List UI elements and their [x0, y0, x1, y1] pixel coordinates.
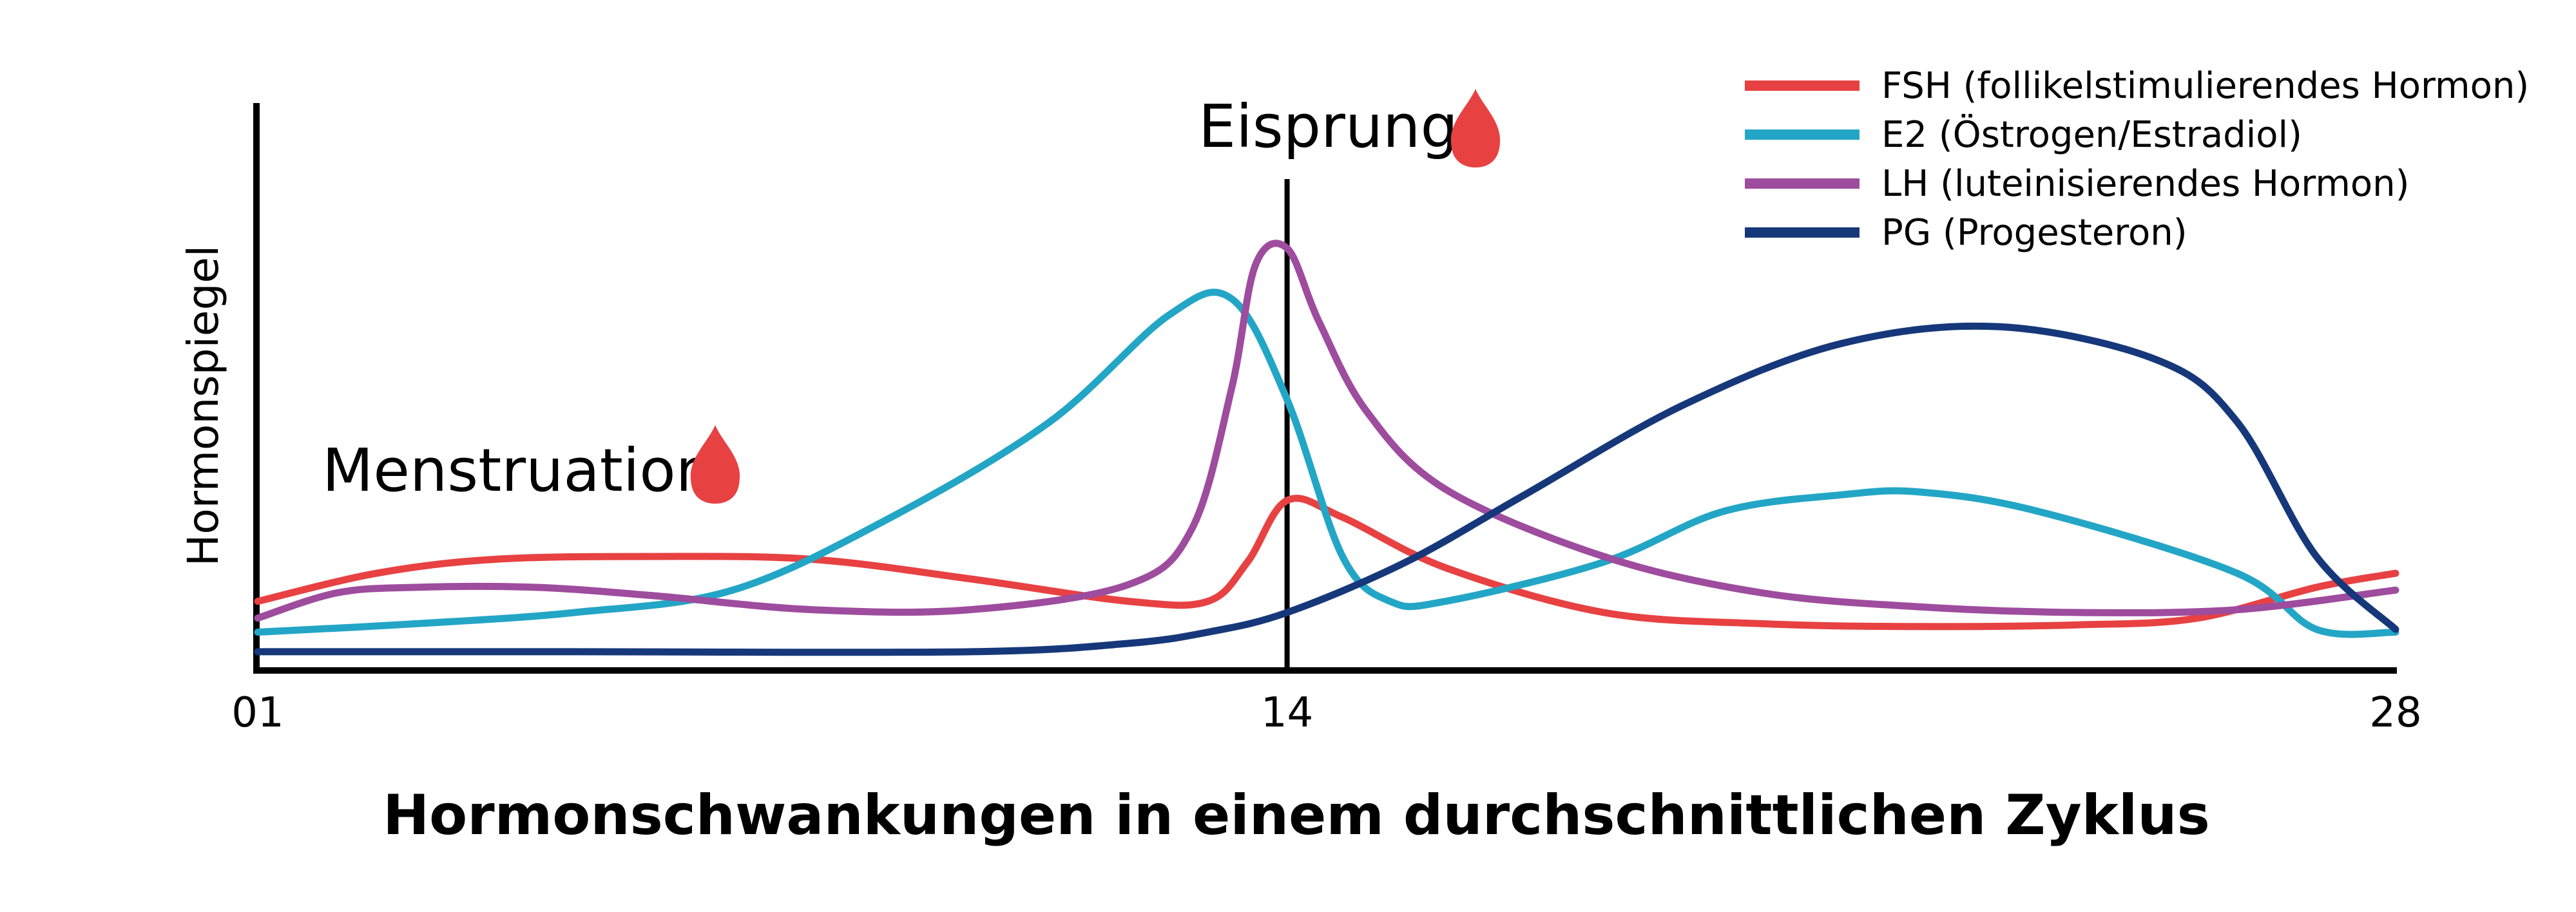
series-line-4 — [254, 322, 2399, 656]
series-line-2 — [254, 289, 2399, 638]
legend-label: PG (Progesteron) — [1881, 212, 2187, 254]
x-tick-label: 28 — [2369, 689, 2421, 737]
blood-drop-icon — [1450, 89, 1501, 167]
annotation-label: Eisprung — [1198, 92, 1458, 161]
x-tick-label: 14 — [1261, 689, 1313, 737]
annotations: Menstruation Eisprung — [322, 89, 1501, 505]
legend-label: E2 (Östrogen/Estradiol) — [1881, 114, 2302, 156]
blood-drop-icon — [690, 425, 740, 504]
x-tick-label: 01 — [231, 689, 284, 737]
series-line-3 — [254, 240, 2399, 622]
legend-label: FSH (follikelstimulierendes Hormon) — [1881, 65, 2529, 107]
series-line-1 — [254, 495, 2399, 631]
legend: FSH (follikelstimulierendes Hormon) E2 (Ö… — [1745, 65, 2529, 254]
axes — [253, 103, 2397, 674]
chart-title: Hormonschwankungen in einem durchschnitt… — [383, 783, 2210, 848]
series-lines — [254, 240, 2399, 656]
x-tick-labels: 01 14 28 — [231, 689, 2421, 737]
y-axis-label: Hormonspiegel — [178, 245, 228, 567]
legend-label: LH (luteinisierendes Hormon) — [1881, 163, 2410, 205]
annotation-label: Menstruation — [322, 436, 713, 505]
